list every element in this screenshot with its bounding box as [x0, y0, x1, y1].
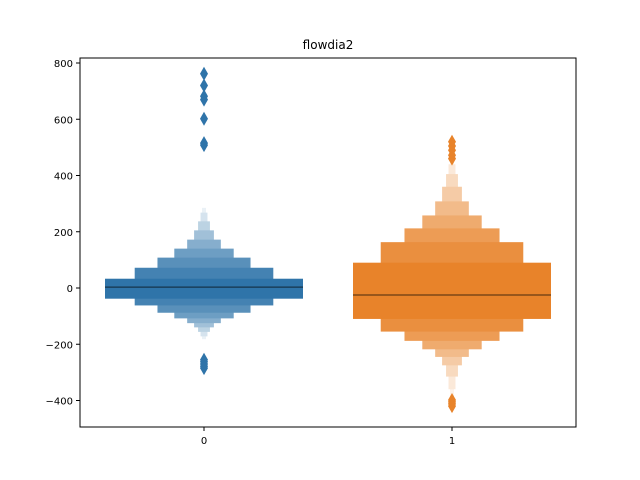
plot-frame [79, 57, 577, 428]
y-tick-label: 0 [67, 284, 73, 295]
y-tick-label: −400 [46, 397, 73, 408]
outlier-point [200, 78, 208, 93]
y-tick-label: 800 [54, 59, 73, 70]
y-tick-label: 400 [54, 172, 73, 183]
y-tick-label: −200 [46, 340, 73, 351]
outlier-point [200, 361, 208, 376]
box-level [353, 262, 551, 319]
outlier-point [200, 92, 208, 107]
outlier-point [448, 151, 456, 166]
series-1 [353, 134, 551, 414]
outlier-point [200, 66, 208, 81]
outlier-point [200, 138, 208, 153]
series-0 [105, 66, 303, 376]
chart-title: flowdia2 [303, 38, 354, 52]
outlier-point [200, 111, 208, 126]
y-tick-label: 600 [54, 115, 73, 126]
outlier-point [448, 399, 456, 414]
box-level [105, 278, 303, 299]
x-tick-label: 0 [201, 436, 207, 447]
axes: 800 600 400 200 0 −200 −400 0 1 [46, 57, 577, 447]
x-tick-label: 1 [449, 436, 455, 447]
plot-area [105, 66, 551, 414]
y-tick-label: 200 [54, 228, 73, 239]
